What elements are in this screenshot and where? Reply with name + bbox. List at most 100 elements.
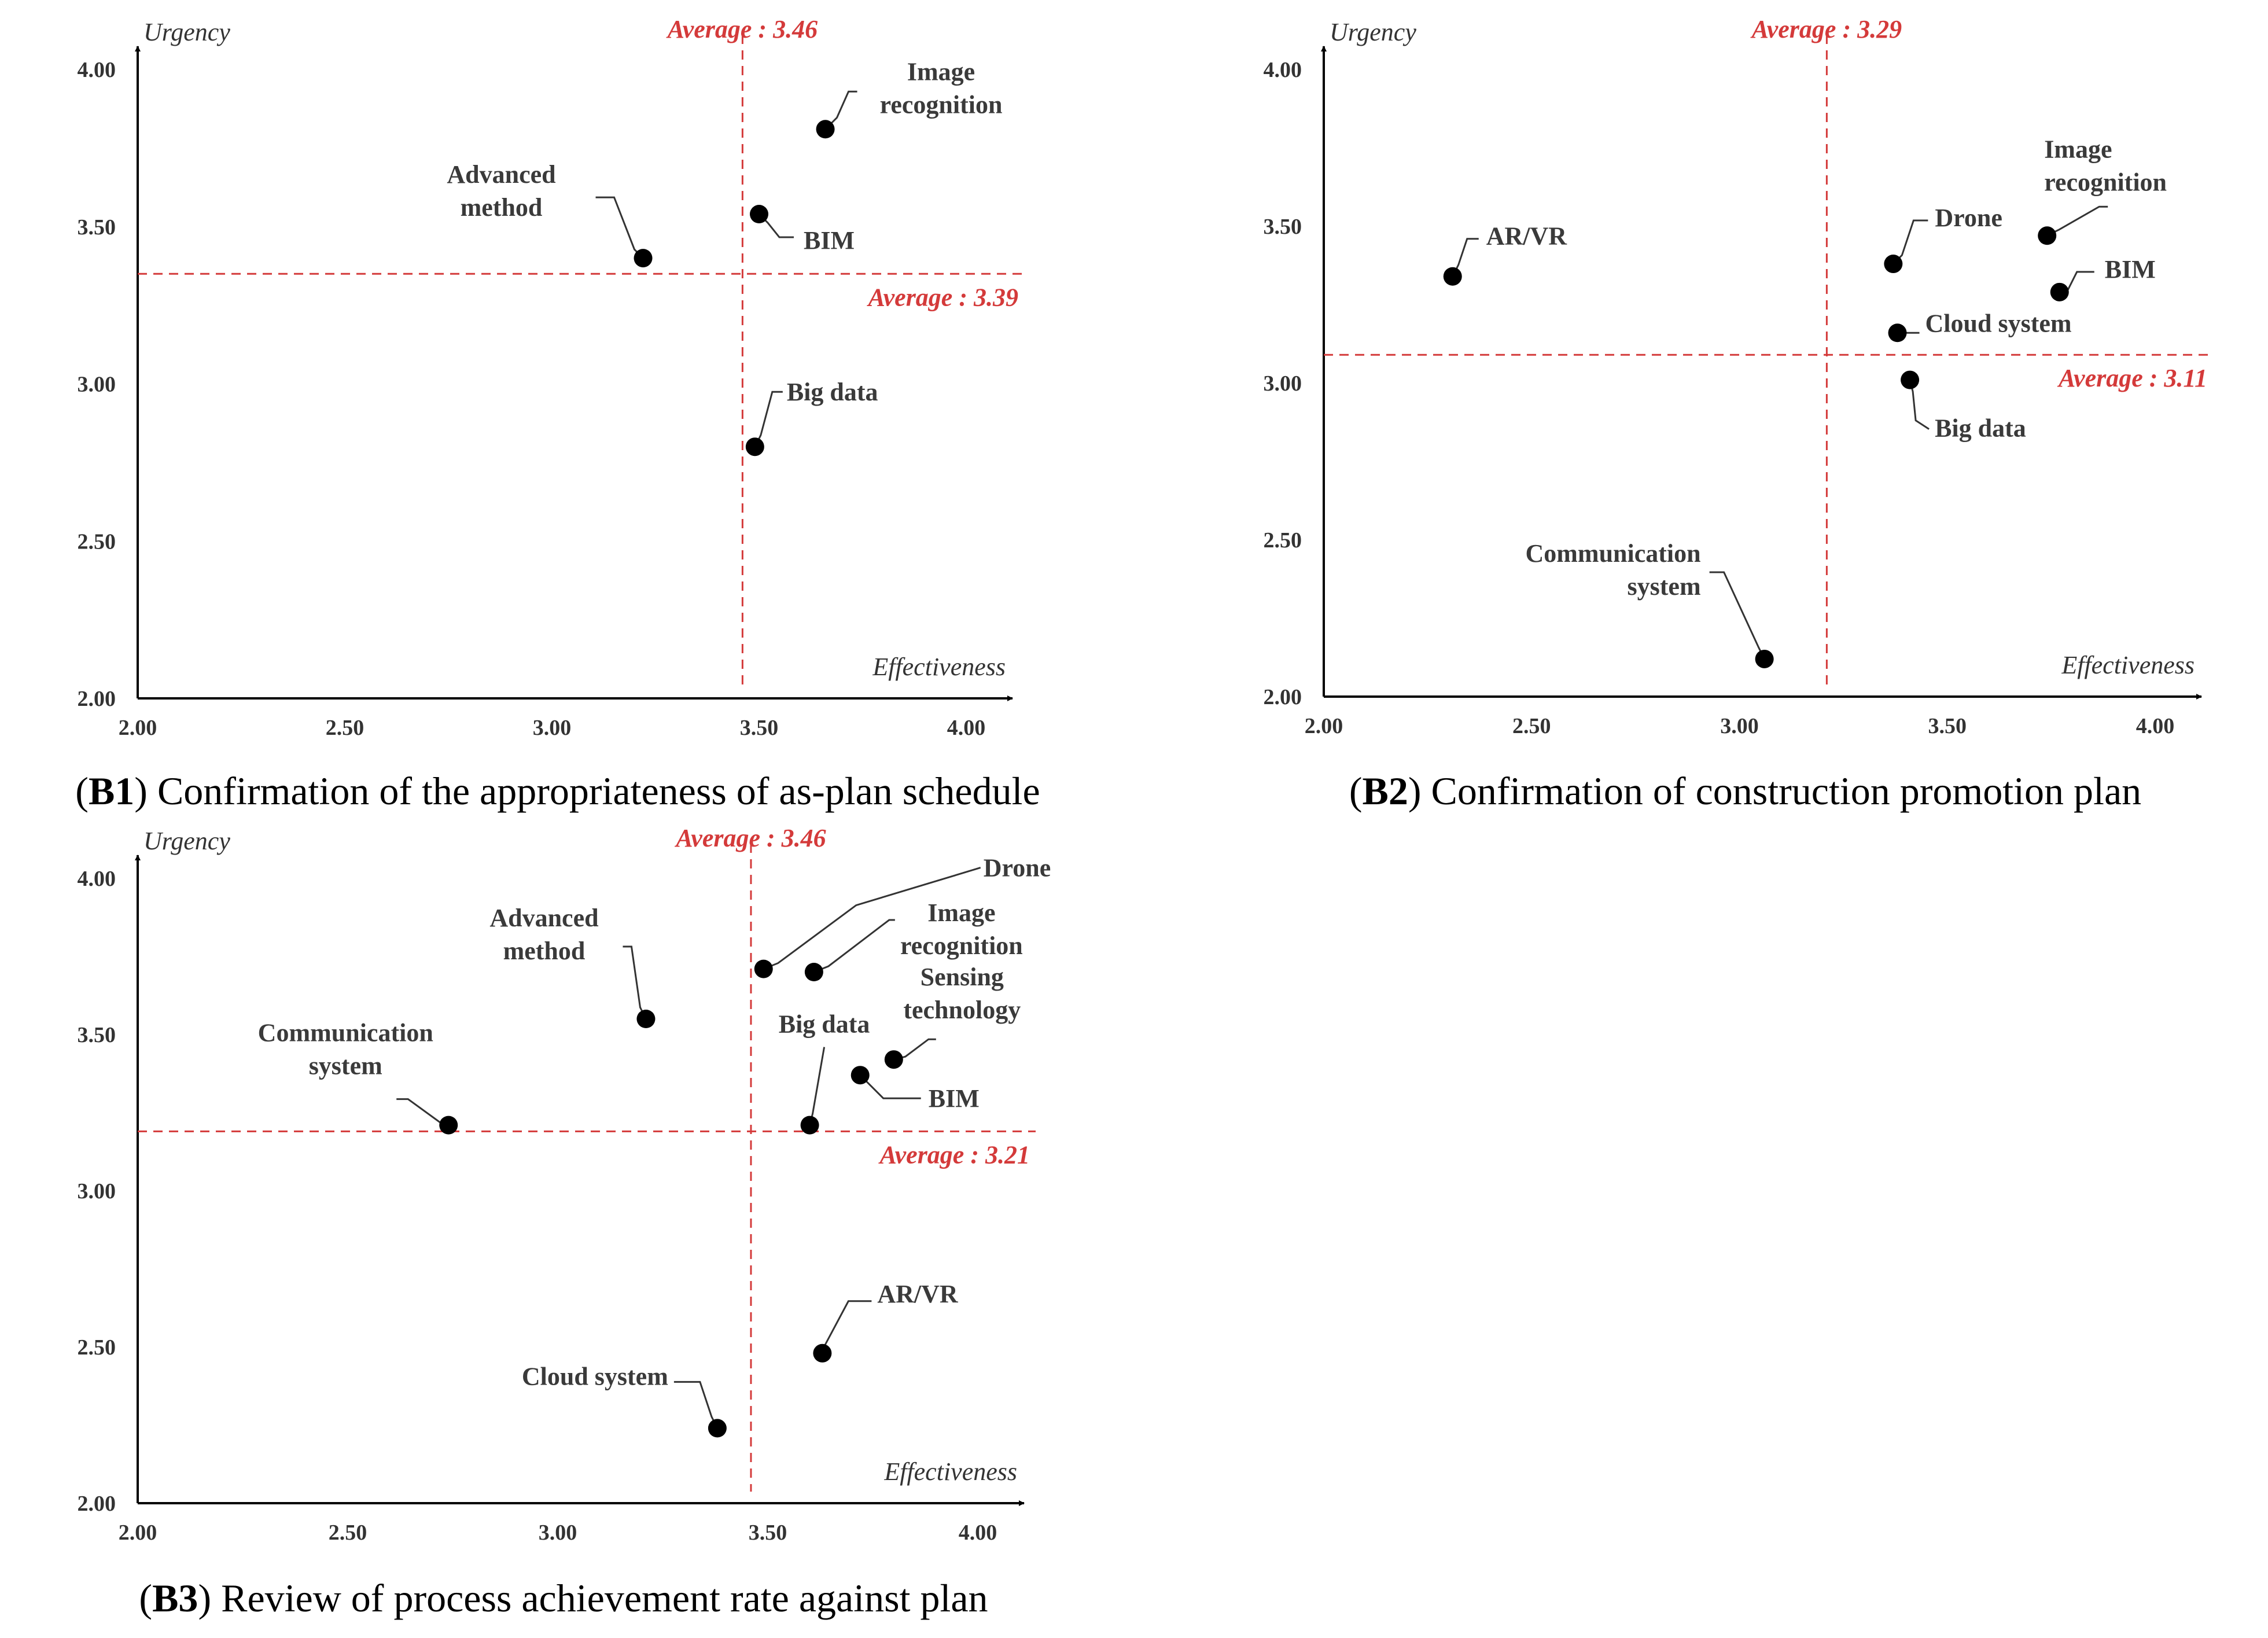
data-point: [439, 1116, 458, 1135]
data-point: [851, 1066, 870, 1085]
point-label-line: recognition: [900, 932, 1023, 960]
point-label: AR/VR: [877, 1280, 959, 1308]
x-tick-label: 2.00: [119, 716, 157, 740]
point-label-line: Cloud system: [1925, 309, 2072, 337]
point-label-line: recognition: [880, 90, 1003, 119]
x-average-label: Average : 3.46: [666, 15, 818, 43]
point-label: Drone: [1935, 204, 2002, 232]
point-label-line: AR/VR: [877, 1280, 959, 1308]
caption-text: ) Confirmation of the appropriateness of…: [134, 769, 1040, 813]
caption-text: ) Review of process achievement rate aga…: [198, 1576, 988, 1620]
point-label: Cloud system: [1925, 309, 2072, 337]
point-label-line: recognition: [2044, 168, 2167, 196]
x-average-label: Average : 3.46: [674, 824, 826, 852]
x-tick-label: 2.50: [1512, 714, 1551, 738]
point-label: Big data: [1935, 414, 2026, 443]
leader-line: [2046, 205, 2108, 237]
x-axis-label: Effectiveness: [2061, 651, 2195, 679]
point-label: Sensing technology: [903, 963, 1021, 1024]
x-axis-label: Effectiveness: [883, 1457, 1017, 1486]
point-label-line: Image: [927, 899, 995, 927]
caption-paren: (: [139, 1576, 152, 1620]
point-label-line: Cloud system: [522, 1362, 668, 1390]
y-tick-label: 3.00: [1264, 371, 1302, 396]
y-tick-label: 2.50: [1264, 528, 1302, 553]
y-axis-label: Urgency: [143, 827, 230, 855]
caption-id: B3: [152, 1576, 198, 1620]
data-point: [1443, 267, 1462, 286]
y-average-label: Average : 3.39: [867, 283, 1018, 311]
y-tick-label: 2.00: [78, 687, 116, 711]
leader-line: [1709, 571, 1765, 660]
point-label-line: method: [503, 937, 586, 965]
caption-id: B1: [89, 769, 134, 813]
x-tick-label: 3.50: [1928, 714, 1967, 738]
point-label-line: Advanced: [489, 904, 598, 932]
point-label: BIM: [2105, 255, 2156, 284]
caption-paren: (: [75, 769, 89, 813]
y-tick-label: 3.50: [78, 1023, 116, 1047]
leader-line: [821, 1300, 872, 1354]
point-label-line: system: [309, 1052, 382, 1080]
point-label: BIM: [804, 226, 855, 255]
point-label: BIM: [929, 1084, 980, 1113]
data-point: [1884, 255, 1903, 274]
data-point: [745, 437, 764, 457]
y-tick-label: 4.00: [78, 58, 116, 82]
x-tick-label: 3.00: [539, 1521, 577, 1545]
data-point: [884, 1050, 903, 1069]
x-tick-label: 3.00: [1720, 714, 1759, 738]
point-label: Drone: [984, 854, 1051, 882]
point-label: Advanced method: [447, 160, 555, 222]
x-average-label: Average : 3.29: [1750, 15, 1902, 43]
point-label: Big data: [779, 1010, 870, 1039]
y-tick-label: 3.50: [78, 215, 116, 240]
data-point: [813, 1343, 832, 1363]
y-axis-label: Urgency: [1330, 18, 1416, 46]
point-label-line: Communication: [1525, 539, 1700, 568]
y-tick-label: 4.00: [1264, 58, 1302, 82]
caption-paren: (: [1349, 769, 1363, 813]
point-label-line: BIM: [2105, 255, 2156, 284]
point-label: Big data: [787, 378, 878, 406]
x-tick-label: 3.00: [533, 716, 572, 740]
x-tick-label: 4.00: [959, 1521, 997, 1545]
point-label-line: Image: [2044, 135, 2112, 163]
y-tick-label: 2.00: [78, 1492, 116, 1516]
y-tick-label: 4.00: [78, 867, 116, 891]
y-tick-label: 2.50: [78, 1335, 116, 1360]
data-point: [636, 1010, 656, 1028]
x-tick-label: 2.00: [119, 1521, 157, 1545]
chart-caption: (B3) Review of process achievement rate …: [139, 1576, 988, 1620]
y-tick-label: 3.50: [1264, 215, 1302, 239]
y-average-label: Average : 3.11: [2057, 364, 2207, 392]
point-label-line: Drone: [984, 854, 1051, 882]
x-tick-label: 4.00: [947, 716, 986, 740]
y-tick-label: 2.00: [1264, 685, 1302, 709]
point-label-line: BIM: [804, 226, 855, 255]
data-point: [1888, 323, 1907, 343]
point-label-line: Big data: [787, 378, 878, 406]
data-point: [800, 1116, 819, 1135]
point-label-line: Image: [907, 57, 975, 86]
data-point: [708, 1419, 727, 1438]
y-tick-label: 2.50: [78, 529, 116, 554]
data-point: [1901, 370, 1920, 389]
chart-b1: Effectiveness Urgency 2.00 2.50 3.00 3.50 4.00…: [75, 15, 1040, 813]
data-point: [816, 120, 835, 139]
caption-text: ) Confirmation of construction promotion…: [1408, 769, 2141, 813]
point-label: Advanced method: [489, 904, 598, 965]
point-label-line: method: [461, 193, 543, 222]
data-point: [1755, 649, 1774, 668]
point-label-line: system: [1628, 572, 1701, 601]
point-label: Image recognition: [880, 57, 1003, 119]
x-axis-label: Effectiveness: [872, 653, 1006, 681]
x-tick-label: 3.50: [740, 716, 779, 740]
y-tick-label: 3.00: [78, 373, 116, 397]
x-tick-label: 4.00: [2136, 714, 2175, 738]
chart-b2: Effectiveness Urgency 2.00 2.50 3.00 3.50 4.00…: [1264, 15, 2213, 813]
data-point: [804, 963, 823, 981]
point-label: AR/VR: [1486, 222, 1568, 251]
